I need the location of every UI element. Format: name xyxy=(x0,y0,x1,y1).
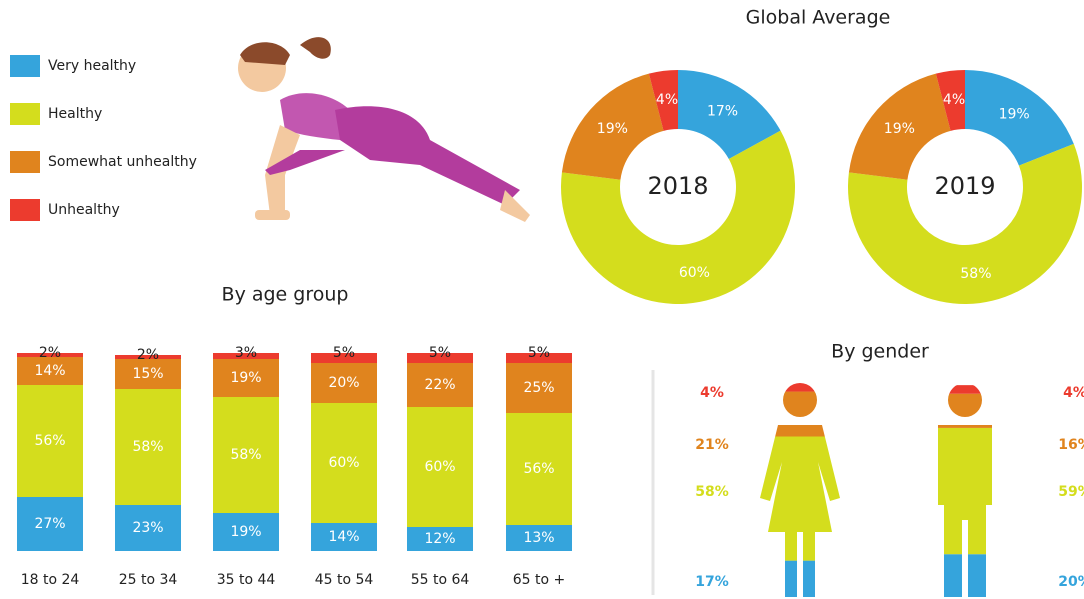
bar-value-label: 3% xyxy=(235,345,257,361)
donut-value-label: 4% xyxy=(943,92,965,108)
donut-value-label: 19% xyxy=(597,121,628,137)
exercise-illustration xyxy=(238,37,530,222)
donut-value-label: 19% xyxy=(999,107,1030,123)
bar-value-label: 5% xyxy=(333,345,355,361)
x-tick-label: 65 to + xyxy=(513,572,566,588)
donut-value-label: 60% xyxy=(679,265,710,281)
gender-value-label: 59% xyxy=(1058,484,1084,500)
figure-segment xyxy=(740,554,1010,597)
bar-value-label: 60% xyxy=(424,459,455,475)
x-tick-label: 18 to 24 xyxy=(21,572,80,588)
gender-value-label: 58% xyxy=(695,484,729,500)
x-tick-label: 55 to 64 xyxy=(411,572,470,588)
x-tick-label: 35 to 44 xyxy=(217,572,276,588)
bar-value-label: 22% xyxy=(424,377,455,393)
figure-segment xyxy=(740,394,1010,428)
legend-swatch xyxy=(10,103,40,125)
bar-value-label: 5% xyxy=(429,345,451,361)
gender-title: By gender xyxy=(831,341,929,363)
bar-value-label: 23% xyxy=(132,520,163,536)
bar-value-label: 20% xyxy=(328,375,359,391)
bar-value-label: 60% xyxy=(328,455,359,471)
bar-value-label: 19% xyxy=(230,524,261,540)
donut-value-label: 58% xyxy=(960,266,991,282)
donut-center-label: 2019 xyxy=(934,172,995,200)
age-title: By age group xyxy=(222,284,349,306)
gender-value-label: 21% xyxy=(695,437,729,453)
legend-label: Unhealthy xyxy=(48,202,120,218)
bar-value-label: 25% xyxy=(523,380,554,396)
legend-label: Very healthy xyxy=(48,58,136,74)
gender-value-label: 4% xyxy=(700,385,724,401)
donut-value-label: 4% xyxy=(656,92,678,108)
legend-label: Healthy xyxy=(48,106,102,122)
x-tick-label: 25 to 34 xyxy=(119,572,178,588)
global-title: Global Average xyxy=(746,7,891,29)
bar-value-label: 58% xyxy=(132,439,163,455)
bar-value-label: 15% xyxy=(132,366,163,382)
bar-value-label: 5% xyxy=(528,345,550,361)
bar-value-label: 56% xyxy=(523,461,554,477)
bar-value-label: 14% xyxy=(34,363,65,379)
bar-value-label: 13% xyxy=(523,530,554,546)
gender-value-label: 17% xyxy=(695,574,729,590)
figure-segment xyxy=(740,385,1010,394)
bar-value-label: 58% xyxy=(230,447,261,463)
legend-swatch xyxy=(10,151,40,173)
bar-value-label: 2% xyxy=(137,347,159,363)
legend-swatch xyxy=(10,199,40,221)
donut-value-label: 19% xyxy=(884,121,915,137)
bar-value-label: 12% xyxy=(424,531,455,547)
bar-value-label: 2% xyxy=(39,345,61,361)
bar-value-label: 56% xyxy=(34,433,65,449)
bar-value-label: 27% xyxy=(34,516,65,532)
gender-value-label: 16% xyxy=(1058,437,1084,453)
infographic: Global Average By age group By gender Ve… xyxy=(0,0,1084,599)
bar-value-label: 19% xyxy=(230,370,261,386)
x-tick-label: 45 to 54 xyxy=(315,572,374,588)
donut-value-label: 17% xyxy=(707,104,738,120)
gender-value-label: 4% xyxy=(1063,385,1084,401)
gender-value-label: 20% xyxy=(1058,574,1084,590)
legend-swatch xyxy=(10,55,40,77)
legend-label: Somewhat unhealthy xyxy=(48,154,197,170)
bar-value-label: 14% xyxy=(328,529,359,545)
donut-center-label: 2018 xyxy=(647,172,708,200)
